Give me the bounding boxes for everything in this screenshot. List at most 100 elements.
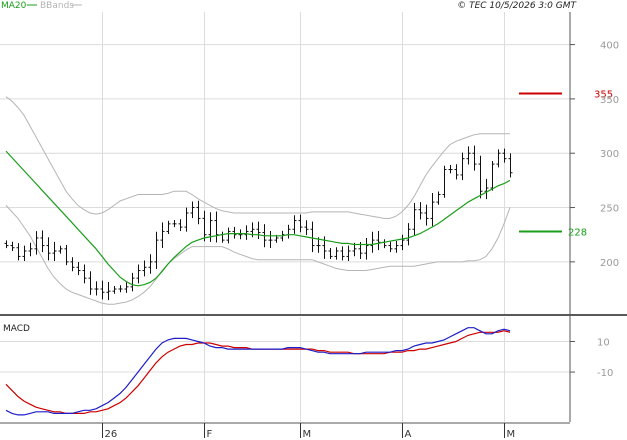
date-tick-label: 26 (105, 429, 118, 440)
price-bar (466, 146, 471, 165)
price-bar (430, 192, 435, 227)
price-bar (370, 231, 375, 253)
price-bar (244, 225, 249, 240)
ma20-series (5, 150, 511, 287)
price-bar (4, 240, 9, 249)
date-axis-ticks: 26 F M A M (102, 423, 516, 440)
ma20-line (5, 150, 511, 287)
price-bar (268, 231, 273, 248)
date-tick-label: A (405, 429, 412, 440)
price-bar (316, 237, 321, 253)
price-bar (196, 200, 201, 225)
price-bar (238, 229, 243, 240)
price-bar (232, 226, 237, 239)
price-bar (328, 247, 333, 260)
price-bar (40, 230, 45, 253)
price-bar (148, 254, 153, 274)
price-bar (406, 223, 411, 246)
price-bar (454, 164, 459, 180)
resistance-level-label: 355 (594, 89, 613, 100)
price-bar (304, 220, 309, 236)
macd-tick-label: -10 (597, 368, 613, 379)
price-bar (292, 215, 297, 234)
price-bar (88, 271, 93, 295)
price-bar (418, 202, 423, 220)
price-bar (106, 282, 111, 301)
price-bar (484, 178, 489, 200)
price-bar (82, 264, 87, 284)
price-bar (226, 227, 231, 244)
price-bar (124, 282, 129, 293)
price-bar (364, 237, 369, 260)
price-bar (256, 221, 261, 240)
price-bar (94, 281, 99, 296)
macd-series (5, 327, 511, 416)
price-bar (310, 221, 315, 253)
price-bar (154, 231, 159, 270)
price-bar (496, 149, 501, 168)
bbands-legend-label: BBands (40, 1, 74, 11)
bbands-upper-line (5, 96, 510, 219)
price-bar (118, 285, 123, 293)
price-bar (10, 241, 15, 251)
price-bar (28, 242, 33, 257)
price-bar (202, 210, 207, 242)
price-bar (400, 234, 405, 251)
price-bar (112, 285, 117, 294)
price-bar (34, 231, 39, 255)
macd-grid (0, 340, 570, 373)
bbands-series (5, 96, 511, 305)
price-bar (214, 211, 219, 243)
price-bar (160, 222, 165, 248)
date-grid (102, 12, 505, 422)
price-bar (166, 220, 171, 235)
price-bar (334, 247, 339, 260)
price-bar (46, 237, 51, 261)
price-bar (298, 214, 303, 233)
price-bar (508, 153, 513, 178)
price-bar (394, 240, 399, 253)
price-bar (190, 201, 195, 219)
price-bar (442, 165, 447, 198)
price-bar (490, 161, 495, 191)
price-bar (22, 245, 27, 261)
price-bar (52, 241, 57, 261)
price-bar (472, 145, 477, 171)
price-bar (424, 204, 429, 226)
price-bar (136, 264, 141, 284)
price-bars (4, 145, 513, 301)
price-bar (70, 257, 75, 272)
price-bar (340, 246, 345, 261)
price-bar (142, 260, 147, 277)
price-panel-bg (0, 12, 570, 314)
price-bar (178, 219, 183, 232)
price-bar (478, 155, 483, 199)
price-bar (412, 202, 417, 236)
price-tick-label: 200 (600, 258, 619, 269)
price-bar (184, 207, 189, 232)
macd-tick-label: 10 (597, 337, 610, 348)
ma20-legend-label: MA20 (1, 1, 27, 11)
price-tick-label: 350 (600, 95, 619, 106)
price-axis-ticks: 400 350 300 250 200 (570, 41, 619, 269)
price-bar (346, 245, 351, 261)
price-tick-label: 400 (600, 41, 619, 52)
price-bar (376, 231, 381, 251)
date-tick-label: F (207, 429, 213, 440)
price-bar (448, 164, 453, 174)
price-bar (58, 245, 63, 254)
price-bar (460, 152, 465, 181)
price-bar (502, 148, 507, 163)
price-bar (16, 243, 21, 261)
macd-line (5, 327, 511, 416)
price-bar (100, 280, 105, 300)
price-bar (172, 220, 177, 228)
date-tick-label: M (507, 429, 516, 440)
price-bar (76, 261, 81, 276)
price-bar (64, 245, 69, 266)
price-tick-label: 300 (600, 149, 619, 160)
support-level-label: 228 (568, 227, 587, 238)
price-tick-label: 250 (600, 204, 619, 215)
macd-axis-ticks: 10 -10 (570, 337, 613, 379)
